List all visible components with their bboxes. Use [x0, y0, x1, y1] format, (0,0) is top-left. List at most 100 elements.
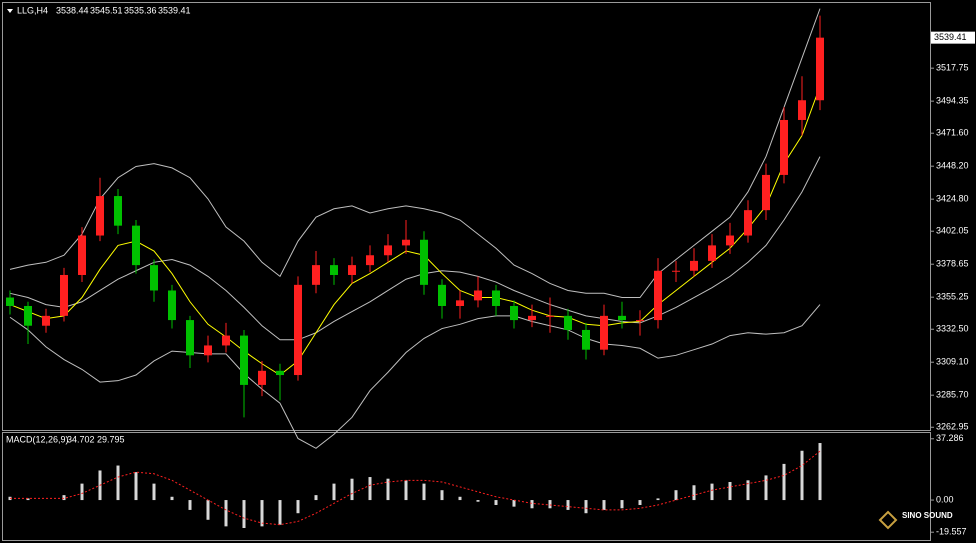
candle-body	[456, 300, 464, 306]
candle-body	[546, 315, 554, 317]
candle-body	[330, 265, 338, 275]
macd-bar	[512, 500, 516, 507]
macd-bar	[260, 500, 264, 527]
low-readout: 3535.36	[124, 5, 157, 15]
macd-bar	[422, 483, 426, 501]
high-readout: 3545.51	[90, 5, 123, 15]
candle-body	[420, 239, 428, 285]
candle-body	[348, 265, 356, 275]
signal-readout: 29.795	[97, 434, 125, 444]
macd-bar	[602, 500, 606, 510]
indicator-line	[9, 85, 821, 376]
candle-body	[186, 320, 194, 356]
symbol: LLG,H4	[17, 5, 48, 15]
y-tick-label: 3517.75	[936, 63, 969, 73]
macd-bar	[278, 500, 282, 525]
y-tick-label: 3332.50	[936, 324, 969, 334]
logo-text: SINO SOUND	[902, 511, 953, 520]
macd-bar	[404, 480, 408, 501]
macd-bar	[80, 483, 84, 501]
macd-bar	[134, 472, 138, 501]
candle-body	[6, 297, 14, 306]
macd-panel-frame	[2, 432, 931, 541]
macd-bar	[26, 498, 30, 501]
candle-body	[312, 265, 320, 285]
y-tick-label: 37.286	[936, 433, 964, 443]
macd-bar	[332, 483, 336, 501]
macd-bar	[296, 500, 300, 514]
candle-body	[672, 270, 680, 272]
signal-line	[10, 450, 821, 526]
macd-bar	[710, 483, 714, 501]
macd-bar	[152, 483, 156, 501]
candle-body	[816, 37, 824, 101]
y-tick-label: 3262.95	[936, 422, 969, 432]
macd-bar	[548, 500, 552, 509]
candle-body	[636, 320, 644, 322]
candle-body	[240, 335, 248, 385]
macd-bar	[692, 485, 696, 501]
candle-body	[510, 305, 518, 321]
candle-body	[690, 260, 698, 271]
candle-body	[60, 274, 68, 316]
y-tick-label: 3285.70	[936, 390, 969, 400]
y-tick-label: 0.00	[936, 494, 954, 504]
candle-body	[114, 196, 122, 226]
candle-body	[708, 245, 716, 261]
macd-bar	[530, 500, 534, 509]
macd-bar	[206, 500, 210, 520]
indicator-line	[9, 156, 821, 341]
macd-bar	[386, 478, 390, 501]
macd-bar	[476, 500, 480, 502]
y-tick-label: 3402.05	[936, 226, 969, 236]
macd-bar	[494, 500, 498, 505]
candle-body	[438, 284, 446, 306]
indicator-line	[9, 8, 821, 299]
macd-bar	[566, 500, 570, 510]
macd-bar	[620, 500, 624, 509]
macd-bar	[440, 490, 444, 501]
macd-bar	[458, 496, 462, 501]
candle-body	[402, 239, 410, 246]
candle-body	[618, 315, 626, 321]
candle-body	[582, 329, 590, 350]
macd-bar	[224, 500, 228, 527]
open-readout: 3538.44	[56, 5, 89, 15]
y-tick-label: -19.557	[936, 527, 967, 537]
y-tick-label: 3471.60	[936, 128, 969, 138]
candle-body	[744, 210, 752, 236]
candle-body	[150, 265, 158, 291]
macd-bar	[62, 495, 66, 501]
macd-bar	[116, 465, 120, 501]
candle-body	[222, 335, 230, 346]
candle-body	[204, 345, 212, 356]
macd-bar	[746, 480, 750, 501]
candle-body	[762, 174, 770, 211]
candle-body	[96, 196, 104, 236]
menu-arrow[interactable]	[7, 9, 13, 13]
macd-bar	[818, 443, 822, 501]
candle-body	[600, 315, 608, 350]
candle-body	[24, 305, 32, 326]
candle-body	[294, 284, 302, 376]
price-tag-label: 3539.41	[934, 32, 967, 42]
macd-bar	[314, 495, 318, 501]
candle-body	[798, 100, 806, 120]
candle-body	[258, 370, 266, 385]
main-panel-frame	[2, 2, 931, 431]
macd-bar	[674, 490, 678, 501]
y-tick-label: 3494.35	[936, 96, 969, 106]
y-tick-label: 3309.10	[936, 357, 969, 367]
candle-body	[780, 119, 788, 175]
candle-body	[168, 290, 176, 321]
macd-bar	[728, 481, 732, 501]
candle-body	[276, 370, 284, 376]
close-readout: 3539.41	[158, 5, 191, 15]
macd-bar	[242, 500, 246, 529]
macd-bar	[350, 478, 354, 501]
price-tag	[931, 31, 975, 44]
macd-bar	[800, 450, 804, 501]
candle-body	[42, 315, 50, 326]
